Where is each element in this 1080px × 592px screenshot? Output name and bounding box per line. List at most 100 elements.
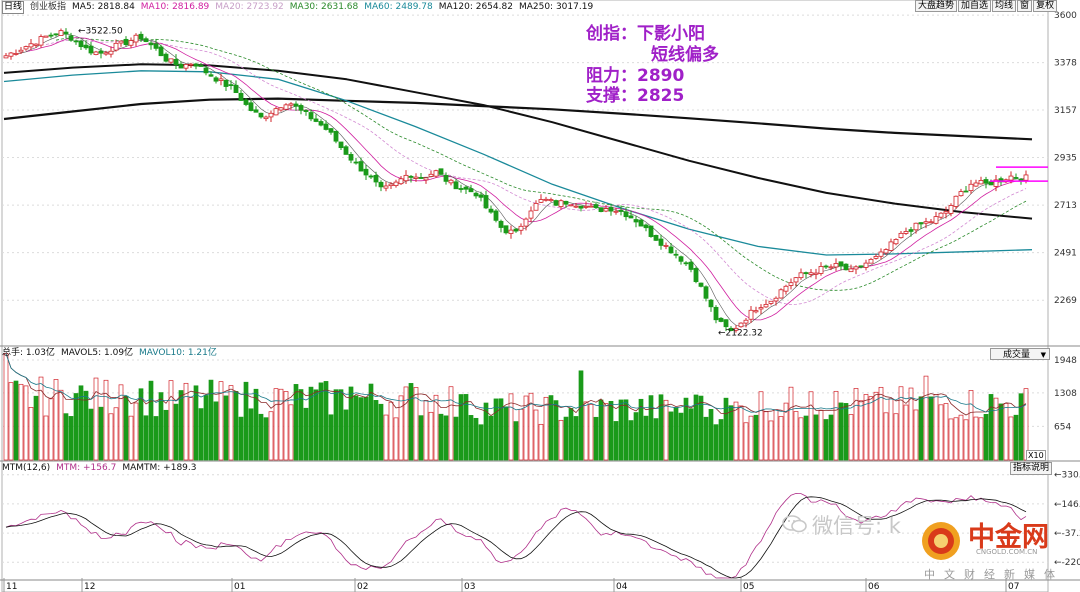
- candle-body: [1023, 174, 1029, 181]
- mtm-legend-item-0: MTM(12,6): [2, 463, 51, 473]
- volume-bar: [88, 408, 94, 461]
- candle-body: [868, 258, 874, 264]
- annotation-support: 支撑：2825: [586, 86, 685, 106]
- candle-body: [338, 141, 344, 149]
- candle-body: [553, 200, 559, 206]
- volume-bar: [588, 404, 594, 461]
- volume-bar: [903, 404, 909, 461]
- volume-bar: [403, 386, 409, 461]
- volume-bar: [503, 406, 509, 461]
- add-watchlist-button[interactable]: 加自选: [958, 0, 992, 12]
- volume-bar: [803, 415, 809, 461]
- candle-body: [248, 102, 254, 111]
- candle-body: [463, 186, 469, 190]
- candle-body: [638, 219, 644, 227]
- volume-bar: [303, 407, 309, 461]
- low-marker-label: ←2122.32: [718, 329, 763, 339]
- candle-body: [173, 59, 179, 66]
- volume-bar: [438, 413, 444, 461]
- candle-body: [698, 282, 704, 287]
- volume-bar: [683, 397, 689, 461]
- ma30-line: [55, 37, 1027, 291]
- candle-body: [43, 35, 49, 38]
- candle-body: [283, 104, 289, 110]
- candle-body: [628, 215, 634, 219]
- volume-bar: [463, 394, 469, 461]
- volume-bar: [233, 391, 239, 461]
- month-label: 11: [6, 582, 17, 592]
- candle-body: [73, 40, 79, 43]
- volume-bar: [353, 395, 359, 461]
- volume-bar: [198, 408, 204, 461]
- volume-bar: [203, 395, 209, 461]
- candle-body: [803, 272, 809, 275]
- candle-body: [983, 179, 989, 184]
- candle-body: [408, 175, 414, 178]
- candle-body: [1013, 177, 1019, 179]
- candle-body: [923, 221, 929, 224]
- volume-indicator-select[interactable]: 成交量: [990, 348, 1050, 361]
- ma-lines-button[interactable]: 均线: [992, 0, 1017, 12]
- volume-bar: [383, 414, 389, 461]
- candle-body: [903, 231, 909, 234]
- volume-bar: [118, 384, 124, 461]
- volume-bar: [698, 395, 704, 461]
- volume-bar: [808, 391, 814, 461]
- volume-bar: [788, 386, 794, 461]
- volume-bar: [848, 414, 854, 461]
- candle-body: [508, 229, 514, 234]
- candle-body: [993, 179, 999, 187]
- candle-body: [548, 199, 554, 202]
- volume-bar: [3, 353, 9, 461]
- candle-body: [368, 175, 374, 178]
- volume-bar: [238, 416, 244, 461]
- volume-bar: [78, 385, 84, 461]
- month-label: 12: [84, 582, 95, 592]
- volume-bar: [1008, 416, 1014, 461]
- volume-bar: [123, 395, 129, 461]
- volume-bar: [703, 416, 709, 461]
- market-trend-button[interactable]: 大盘趋势: [915, 0, 958, 12]
- volume-bar: [568, 408, 574, 461]
- candle-body: [773, 297, 779, 302]
- volume-bar: [253, 388, 259, 461]
- candle-body: [343, 146, 349, 155]
- volume-legend-item-2: MAVOL10: 1.21亿: [139, 348, 217, 358]
- candle-body: [103, 52, 109, 55]
- top-toolbar: 大盘趋势 加自选 均线 窗 复权: [915, 0, 1058, 12]
- candle-body: [893, 239, 899, 245]
- volume-bar: [943, 403, 949, 461]
- candle-body: [778, 289, 784, 299]
- candle-body: [448, 179, 454, 184]
- candle-body: [108, 50, 114, 55]
- price-tick-label: 2269: [1054, 296, 1077, 306]
- volume-bar: [168, 380, 174, 461]
- candle-body: [653, 235, 659, 241]
- candle-body: [878, 251, 884, 257]
- volume-bar: [1003, 403, 1009, 461]
- candle-body: [453, 181, 459, 190]
- volume-bar: [68, 416, 74, 461]
- volume-bar: [228, 385, 234, 461]
- volume-bar: [718, 419, 724, 461]
- restore-rights-button[interactable]: 复权: [1033, 0, 1058, 12]
- candle-body: [578, 205, 584, 209]
- volume-tick-label: 654: [1054, 422, 1071, 432]
- candle-body: [648, 225, 654, 237]
- volume-bar: [293, 384, 299, 461]
- window-button[interactable]: 窗: [1017, 0, 1033, 12]
- candle-body: [528, 210, 534, 219]
- candle-body: [518, 225, 524, 231]
- candle-body: [93, 51, 99, 55]
- candle-body: [233, 84, 239, 93]
- volume-bar: [313, 389, 319, 461]
- volume-bar: [768, 420, 774, 461]
- candle-body: [978, 180, 984, 185]
- candle-body: [403, 174, 409, 182]
- candle-body: [468, 188, 474, 193]
- volume-bar: [828, 414, 834, 461]
- indicator-help-button[interactable]: 指标说明: [1010, 462, 1053, 475]
- candle-body: [668, 246, 674, 254]
- candle-body: [898, 232, 904, 239]
